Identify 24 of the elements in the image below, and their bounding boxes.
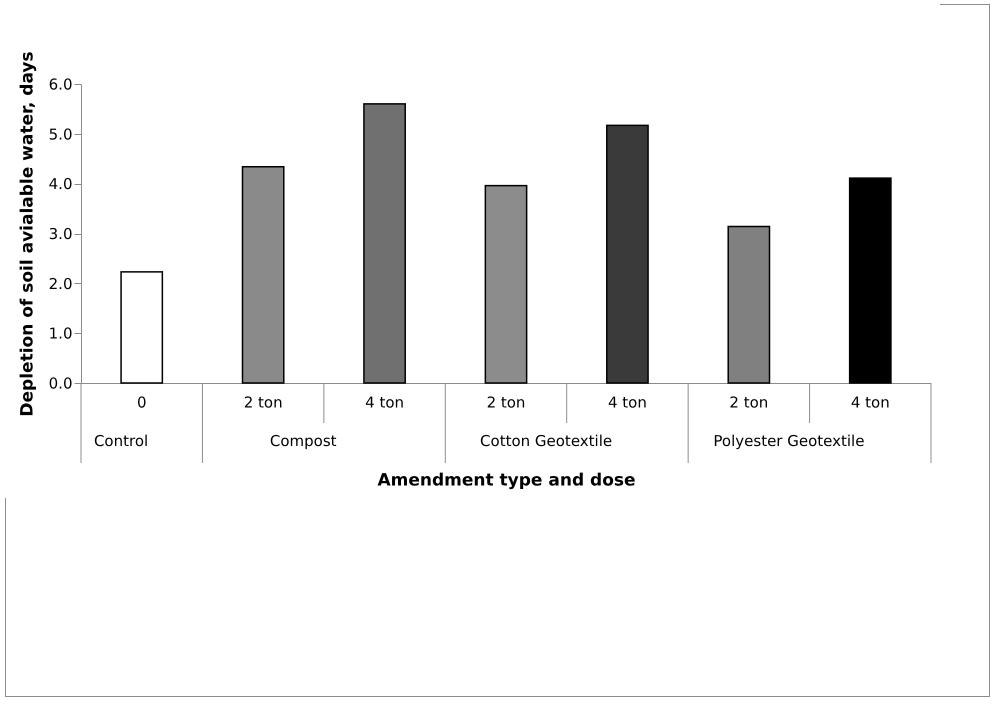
bar (363, 103, 406, 384)
y-tick-label: 0.0 (48, 374, 72, 392)
x-tick-label: 4 ton (365, 394, 404, 412)
x-tick-label: 4 ton (850, 394, 890, 412)
x-tick-label: 4 ton (608, 394, 647, 412)
y-tick-label: 6.0 (48, 76, 72, 94)
x-tick-label: 2 ton (486, 394, 526, 412)
y-tick-label: 2.0 (48, 274, 72, 293)
x-tick-label: 2 ton (244, 394, 283, 412)
y-tick-label: 5.0 (48, 125, 72, 144)
y-axis-title: Depletion of soil avialable water, days (18, 51, 38, 417)
text: Polyester Geotextile (713, 432, 864, 450)
x-axis-title: Amendment type and dose (377, 470, 636, 490)
text: Cotton Geotextile (480, 432, 612, 450)
bar (848, 177, 892, 384)
bar (120, 271, 164, 384)
text: Control (94, 432, 148, 450)
y-tick-label: 1.0 (48, 324, 72, 343)
bar (606, 124, 649, 384)
x-tick-label: 0 (136, 394, 146, 412)
text: Compost (270, 432, 337, 450)
y-tick-label: 4.0 (48, 175, 72, 194)
x-tick-label: 2 ton (729, 394, 768, 412)
y-tick-label: 3.0 (48, 225, 72, 243)
